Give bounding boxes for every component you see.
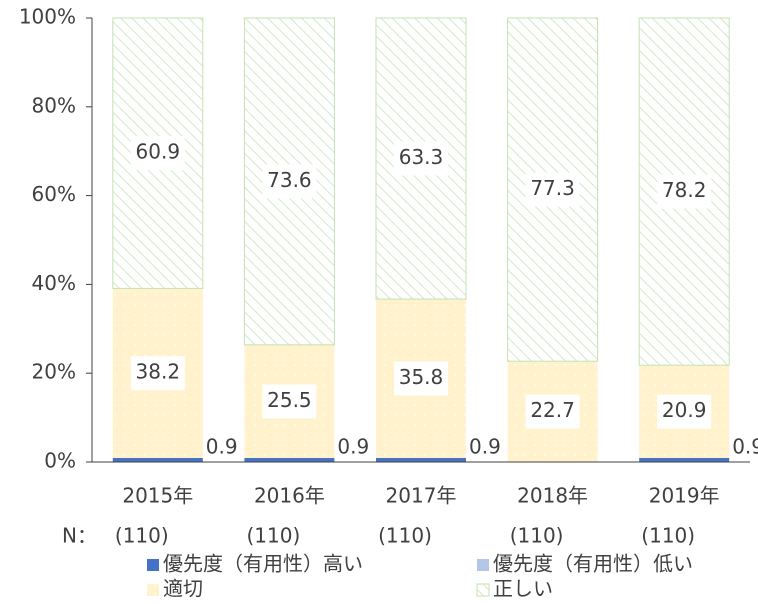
data-label: 0.9 xyxy=(206,435,238,459)
label-box xyxy=(130,356,185,391)
x-tick-label: 2019年 xyxy=(649,484,720,508)
legend-label: 正しい xyxy=(493,577,553,601)
data-label: 63.3 xyxy=(399,145,444,169)
bar-segment xyxy=(244,458,335,462)
x-tick-label: 2016年 xyxy=(254,484,325,508)
data-label: 25.5 xyxy=(267,388,312,412)
n-label: (110) xyxy=(247,524,301,548)
data-label: 38.2 xyxy=(136,360,181,384)
label-box xyxy=(262,164,317,199)
label-box xyxy=(657,394,712,429)
bar-segment xyxy=(112,458,203,462)
legend-label: 優先度（有用性）低い xyxy=(493,552,693,576)
legend-swatch xyxy=(476,583,490,597)
label-box xyxy=(130,136,185,171)
x-tick-label: 2017年 xyxy=(386,484,457,508)
y-tick-label: 40% xyxy=(32,271,76,295)
data-label: 78.2 xyxy=(662,178,707,202)
y-tick-label: 60% xyxy=(32,182,76,206)
legend-swatch xyxy=(477,559,489,571)
y-tick-label: 100% xyxy=(19,5,76,29)
legend-swatch xyxy=(147,584,159,596)
data-label: 0.9 xyxy=(469,435,501,459)
data-label: 73.6 xyxy=(267,168,312,192)
n-label: (110) xyxy=(115,524,169,548)
bar-segment xyxy=(376,458,466,462)
label-box xyxy=(262,384,317,419)
legend-swatch xyxy=(147,559,159,571)
label-box xyxy=(525,394,580,429)
y-tick-label: 80% xyxy=(32,93,76,117)
bar-segment xyxy=(639,458,730,462)
data-label: 35.8 xyxy=(399,365,444,389)
data-label: 0.9 xyxy=(337,435,369,459)
label-box xyxy=(657,174,712,209)
y-tick-label: 20% xyxy=(32,360,76,384)
label-box xyxy=(525,172,580,207)
label-box xyxy=(394,361,448,396)
n-label: (110) xyxy=(510,524,564,548)
n-label: (110) xyxy=(641,524,695,548)
bar-segment xyxy=(112,17,204,289)
x-tick-label: 2018年 xyxy=(517,484,588,508)
data-label: 20.9 xyxy=(662,398,707,422)
legend-label: 適切 xyxy=(163,577,203,601)
data-label: 22.7 xyxy=(530,398,575,422)
n-title: N： xyxy=(62,524,97,548)
data-label: 60.9 xyxy=(136,140,181,164)
legend-label: 優先度（有用性）高い xyxy=(163,552,363,576)
data-label: 0.9 xyxy=(732,435,758,459)
n-label: (110) xyxy=(378,524,432,548)
y-tick-label: 0% xyxy=(44,449,76,473)
data-label: 77.3 xyxy=(530,176,575,200)
x-tick-label: 2015年 xyxy=(122,484,193,508)
label-box xyxy=(394,141,448,176)
